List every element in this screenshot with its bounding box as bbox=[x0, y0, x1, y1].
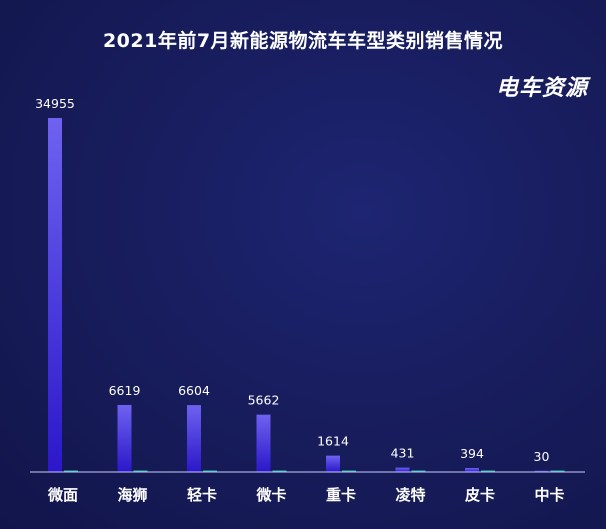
category-label: 微面 bbox=[47, 486, 78, 504]
value-label: 6619 bbox=[109, 383, 141, 398]
value-label: 394 bbox=[460, 446, 484, 461]
secondary-bar-中卡 bbox=[550, 470, 565, 472]
secondary-bar-海狮 bbox=[133, 470, 148, 472]
secondary-bar-微卡 bbox=[272, 470, 287, 472]
value-label: 6604 bbox=[178, 383, 210, 398]
bar-皮卡 bbox=[465, 468, 479, 472]
bar-凌特 bbox=[395, 467, 410, 472]
value-label: 34955 bbox=[35, 96, 75, 111]
category-label: 皮卡 bbox=[465, 486, 495, 504]
secondary-bar-微面 bbox=[64, 470, 78, 472]
category-label: 微卡 bbox=[255, 486, 286, 504]
category-label: 海狮 bbox=[117, 486, 147, 504]
secondary-bar-皮卡 bbox=[481, 470, 495, 472]
value-label: 431 bbox=[391, 446, 415, 461]
secondary-bar-轻卡 bbox=[203, 470, 217, 472]
category-label: 轻卡 bbox=[187, 486, 217, 504]
bar-中卡 bbox=[534, 470, 549, 472]
secondary-bar-凌特 bbox=[411, 470, 426, 472]
bar-微面 bbox=[48, 118, 62, 472]
category-label: 凌特 bbox=[395, 486, 425, 504]
bar-重卡 bbox=[326, 455, 340, 472]
category-label: 中卡 bbox=[534, 486, 564, 504]
secondary-bar-重卡 bbox=[342, 470, 356, 472]
chart-title: 2021年前7月新能源物流车车型类别销售情况 bbox=[102, 30, 504, 52]
category-label: 重卡 bbox=[326, 486, 356, 504]
bar-微卡 bbox=[256, 414, 271, 472]
watermark-logo: 电车资源 bbox=[495, 76, 588, 101]
value-label: 1614 bbox=[317, 434, 349, 449]
value-label: 5662 bbox=[248, 393, 280, 408]
value-label: 30 bbox=[534, 449, 550, 464]
bar-海狮 bbox=[117, 404, 132, 472]
bar-轻卡 bbox=[187, 405, 201, 472]
